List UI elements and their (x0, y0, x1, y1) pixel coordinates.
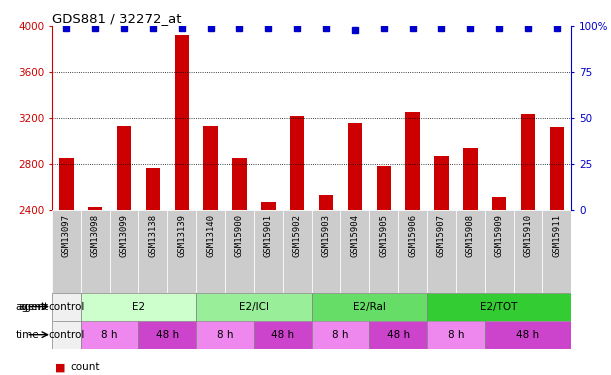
Bar (369, 321, 427, 349)
Text: GSM13097: GSM13097 (62, 214, 71, 257)
Text: E2/Ral: E2/Ral (353, 302, 386, 312)
Bar (203, 126, 218, 210)
Bar (312, 292, 427, 321)
Bar (348, 123, 362, 210)
Bar (175, 36, 189, 210)
Bar (405, 112, 420, 210)
Text: GDS881 / 32272_at: GDS881 / 32272_at (52, 12, 181, 25)
Text: GSM13140: GSM13140 (206, 214, 215, 257)
Bar (543, 210, 571, 292)
Bar (145, 168, 160, 210)
Bar (521, 114, 535, 210)
Bar (52, 321, 81, 349)
Text: E2: E2 (132, 302, 145, 312)
Text: GSM13098: GSM13098 (90, 214, 100, 257)
Bar (427, 321, 485, 349)
Text: control: control (48, 330, 84, 340)
Bar (254, 210, 283, 292)
Bar (225, 210, 254, 292)
Bar (492, 197, 507, 210)
Bar (340, 210, 369, 292)
Bar (427, 210, 456, 292)
Bar (261, 202, 276, 210)
Text: 48 h: 48 h (156, 330, 179, 340)
Text: control: control (48, 302, 84, 312)
Bar (117, 126, 131, 210)
Bar (485, 321, 571, 349)
Bar (88, 207, 103, 210)
Bar (312, 321, 369, 349)
Text: GSM15906: GSM15906 (408, 214, 417, 257)
Text: GSM15911: GSM15911 (552, 214, 562, 257)
Text: GSM15908: GSM15908 (466, 214, 475, 257)
Text: GSM15904: GSM15904 (350, 214, 359, 257)
Bar (196, 321, 254, 349)
Text: 48 h: 48 h (516, 330, 540, 340)
Text: 48 h: 48 h (387, 330, 410, 340)
Bar (369, 210, 398, 292)
Text: GSM15907: GSM15907 (437, 214, 446, 257)
Bar (463, 148, 478, 210)
Bar (196, 210, 225, 292)
Bar (434, 156, 448, 210)
Text: 8 h: 8 h (448, 330, 464, 340)
Bar (283, 210, 312, 292)
Bar (81, 210, 109, 292)
Text: 8 h: 8 h (332, 330, 349, 340)
Text: GSM15903: GSM15903 (321, 214, 331, 257)
Bar (290, 116, 304, 210)
Bar (312, 210, 340, 292)
Text: 8 h: 8 h (217, 330, 233, 340)
Text: GSM15901: GSM15901 (264, 214, 273, 257)
Text: ■: ■ (55, 363, 65, 372)
Bar (427, 292, 571, 321)
Text: GSM15902: GSM15902 (293, 214, 302, 257)
Text: E2/ICI: E2/ICI (239, 302, 269, 312)
Text: agent: agent (19, 302, 49, 312)
Bar (109, 210, 139, 292)
Text: GSM15909: GSM15909 (495, 214, 503, 257)
Text: E2/TOT: E2/TOT (480, 302, 518, 312)
Text: 8 h: 8 h (101, 330, 118, 340)
Bar (398, 210, 427, 292)
Text: GSM13099: GSM13099 (120, 214, 128, 257)
Text: time: time (15, 330, 39, 340)
Bar (139, 210, 167, 292)
Text: agent: agent (15, 302, 45, 312)
Bar (514, 210, 543, 292)
Bar (52, 292, 81, 321)
Bar (254, 321, 312, 349)
Bar (167, 210, 196, 292)
Bar (376, 166, 391, 210)
Text: GSM15900: GSM15900 (235, 214, 244, 257)
Bar (52, 210, 81, 292)
Text: GSM13139: GSM13139 (177, 214, 186, 257)
Text: 48 h: 48 h (271, 330, 295, 340)
Bar (485, 210, 514, 292)
Text: GSM15910: GSM15910 (524, 214, 533, 257)
Text: GSM15905: GSM15905 (379, 214, 388, 257)
Bar (319, 195, 333, 210)
Bar (232, 158, 247, 210)
Text: count: count (70, 363, 100, 372)
Bar (139, 321, 196, 349)
Bar (81, 321, 139, 349)
Text: GSM13138: GSM13138 (148, 214, 158, 257)
Bar (59, 158, 73, 210)
Bar (81, 292, 196, 321)
Bar (550, 128, 564, 210)
Bar (456, 210, 485, 292)
Bar (196, 292, 312, 321)
